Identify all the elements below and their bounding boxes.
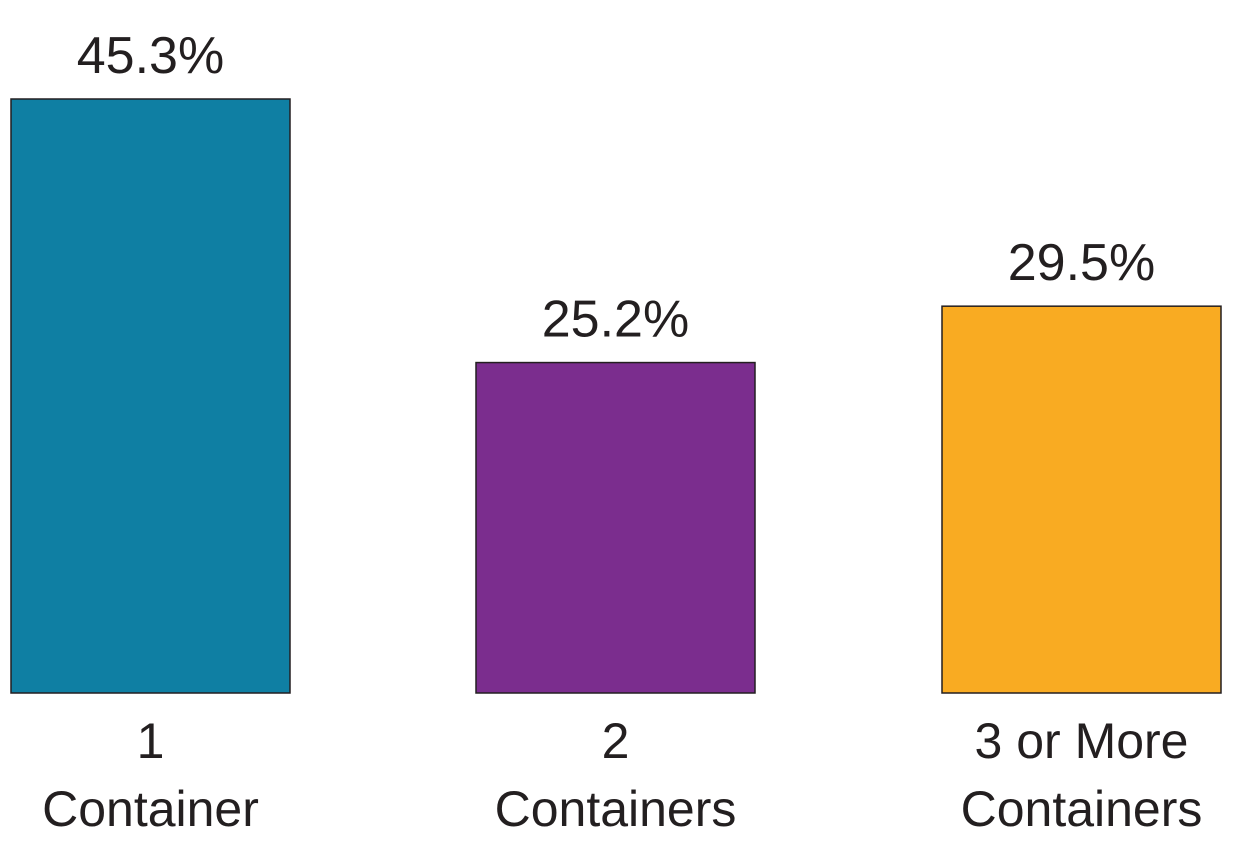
- bars-group: [10, 98, 1222, 694]
- value-labels-group: 45.3% 25.2% 29.5%: [77, 27, 1155, 349]
- value-label-2: 25.2%: [542, 291, 689, 349]
- category-labels-group: 1 Container 2 Containers 3 or More Containers: [42, 713, 1202, 837]
- category-label-1-line-2: Container: [42, 781, 259, 837]
- category-label-3-line-2: Containers: [961, 781, 1203, 837]
- category-label-2-line-2: Containers: [495, 781, 737, 837]
- bar-2: [475, 361, 756, 694]
- value-label-1: 45.3%: [77, 27, 224, 85]
- category-label-1-line-1: 1: [137, 713, 165, 769]
- category-label-2-line-1: 2: [602, 713, 630, 769]
- bar-3: [941, 305, 1222, 694]
- value-label-3: 29.5%: [1008, 234, 1155, 292]
- category-label-3-line-1: 3 or More: [975, 713, 1189, 769]
- bar-1: [10, 98, 291, 694]
